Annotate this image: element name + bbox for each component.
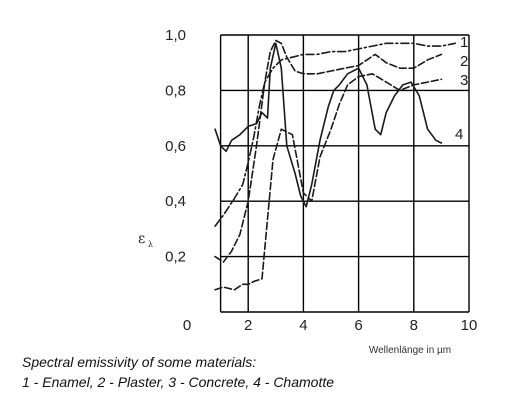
x-tick-label: 0 — [183, 317, 191, 334]
series-labels: 1 2 3 4 — [455, 34, 468, 143]
caption-line-1: Spectral emissivity of some materials: — [22, 354, 257, 370]
series-label-4: 4 — [455, 126, 463, 143]
x-tick-label: 10 — [461, 317, 478, 334]
caption-line-2: 1 - Enamel, 2 - Plaster, 3 - Concrete, 4… — [22, 374, 335, 390]
x-tick-label: 6 — [354, 317, 362, 334]
series-line-4 — [214, 42, 443, 208]
y-axis-label: ε — [138, 231, 145, 247]
x-tick-label: 8 — [410, 317, 418, 334]
axis-tick-labels: 0 2 4 6 8 10 0,2 0,4 0,6 0,8 1,0 — [165, 27, 477, 334]
series-label-1: 1 — [460, 34, 468, 51]
series-label-2: 2 — [460, 53, 468, 70]
y-tick-label: 0,8 — [165, 82, 186, 99]
x-tick-label: 2 — [244, 317, 252, 334]
y-tick-label: 1,0 — [165, 27, 186, 44]
series-line-3 — [214, 73, 443, 291]
y-tick-label: 0,6 — [165, 138, 186, 155]
series-line-2 — [214, 39, 443, 263]
figure-caption: Spectral emissivity of some materials: 1… — [22, 352, 334, 392]
y-tick-label: 0,2 — [165, 249, 186, 266]
chart-series — [214, 39, 456, 291]
x-tick-label: 4 — [299, 317, 307, 334]
series-label-3: 3 — [460, 72, 468, 89]
y-tick-label: 0,4 — [165, 193, 186, 210]
series-line-1 — [214, 42, 456, 227]
x-axis-label: Wellenlänge in µm — [369, 345, 451, 356]
chart-grid — [219, 34, 470, 313]
y-axis-label-subscript: λ — [148, 240, 153, 249]
